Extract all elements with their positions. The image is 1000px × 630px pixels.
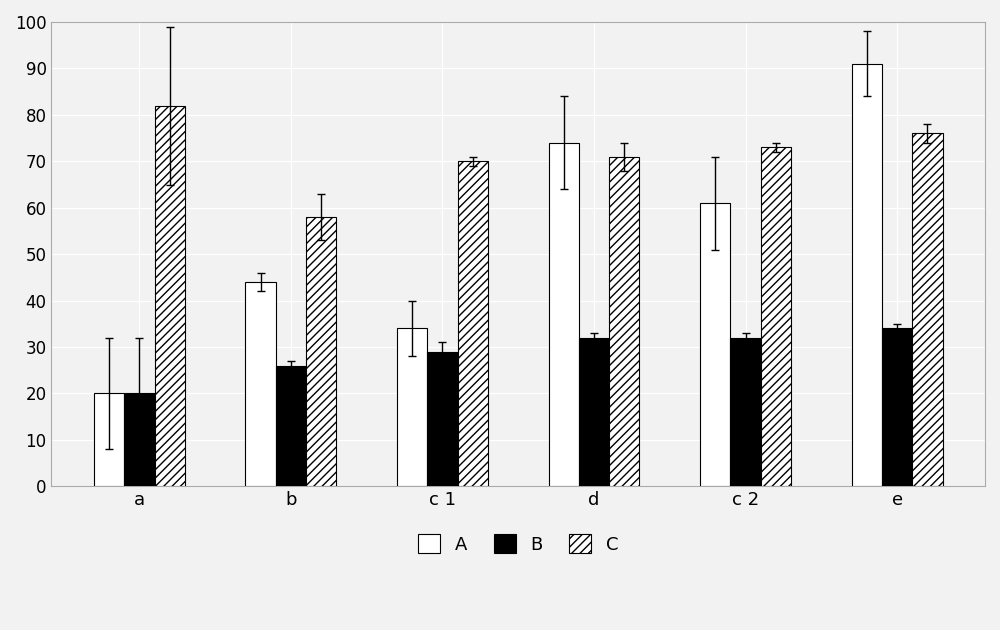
Bar: [882, 328, 912, 486]
Bar: [427, 352, 458, 486]
Bar: [94, 394, 124, 486]
Bar: [609, 157, 639, 486]
Bar: [155, 106, 185, 486]
Bar: [912, 134, 943, 486]
Bar: [124, 394, 155, 486]
Bar: [761, 147, 791, 486]
Bar: [306, 217, 336, 486]
Legend: A, B, C: A, B, C: [411, 527, 625, 561]
Bar: [458, 161, 488, 486]
Bar: [579, 338, 609, 486]
Bar: [852, 64, 882, 486]
Bar: [276, 365, 306, 486]
Bar: [549, 143, 579, 486]
Bar: [700, 203, 730, 486]
Bar: [245, 282, 276, 486]
Bar: [397, 328, 427, 486]
Bar: [730, 338, 761, 486]
